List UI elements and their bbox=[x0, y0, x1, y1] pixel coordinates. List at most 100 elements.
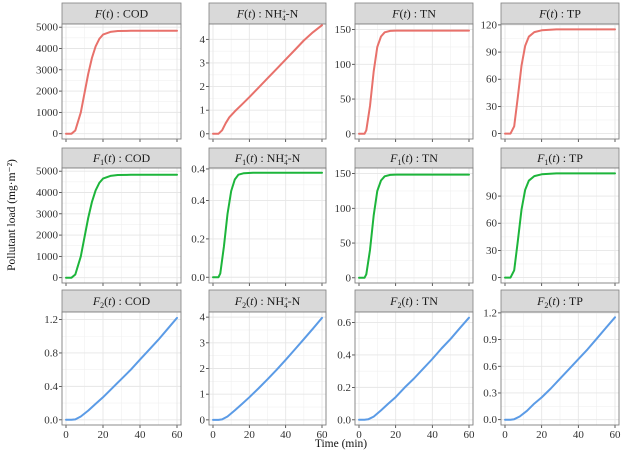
panel-border bbox=[354, 167, 474, 284]
panel-f1-tp: F1(t) : TP 0 30 60 90 bbox=[486, 147, 620, 286]
strip-label: F1(t) : TN bbox=[389, 151, 438, 167]
y-tick-label: 0.2 bbox=[337, 382, 351, 394]
y-tick-label: 0.6 bbox=[483, 361, 497, 373]
panel-f2-cod: F2(t) : COD 0.0 0.4 0.8 1.2 0 20 40 60 bbox=[44, 289, 183, 441]
y-tick-label: 5000 bbox=[36, 22, 59, 34]
x-tick-label: 60 bbox=[317, 429, 329, 441]
strip-label: F(t) : NH+ 4-N bbox=[236, 7, 299, 23]
series-line-f2 bbox=[358, 316, 470, 421]
strip-label: F(t) : TP bbox=[538, 7, 581, 21]
x-axis-title: Time (min) bbox=[315, 438, 367, 450]
y-tick-label: 2000 bbox=[36, 86, 59, 98]
series-line-f2 bbox=[65, 316, 178, 421]
y-tick-label: 1.2 bbox=[44, 314, 58, 326]
series-line-f2 bbox=[504, 316, 616, 421]
y-tick-label: 100 bbox=[335, 59, 352, 71]
y-tick-label: 2 bbox=[200, 363, 206, 375]
series-line-f1 bbox=[504, 172, 616, 279]
y-tick-label: 3000 bbox=[36, 208, 59, 220]
x-tick-label: 40 bbox=[280, 429, 292, 441]
y-tick-label: 0.4 bbox=[191, 195, 205, 207]
x-tick-label: 20 bbox=[244, 429, 256, 441]
y-tick-label: 60 bbox=[486, 218, 498, 230]
series-line-f1 bbox=[65, 173, 178, 279]
y-tick-label: 1.2 bbox=[483, 307, 497, 319]
panel-f-cod: F(t) : COD 0 1000 2000 3000 4000 5000 bbox=[36, 2, 182, 142]
y-tick-label: 1 bbox=[200, 105, 206, 117]
y-tick-label: 1 bbox=[200, 389, 206, 401]
y-tick-label: 0.0 bbox=[483, 414, 497, 426]
y-tick-label: 0.4 bbox=[44, 381, 58, 393]
y-tick-label: 0 bbox=[492, 272, 498, 284]
y-tick-label: 30 bbox=[486, 245, 498, 257]
series-line-f2 bbox=[212, 316, 323, 421]
panel-f2-tp: F2(t) : TP 0.0 0.3 0.6 0.9 1.2 0 20 40 60 bbox=[483, 289, 622, 441]
strip-label: F1(t) : NH+ 4-N bbox=[234, 151, 301, 167]
strip-label: F(t) : TN bbox=[391, 7, 436, 21]
y-axis-title: Pollutant load (mg·m⁻²) bbox=[6, 159, 18, 271]
x-tick-label: 60 bbox=[464, 429, 476, 441]
y-tick-label: 5000 bbox=[36, 166, 59, 178]
x-tick-label: 40 bbox=[135, 429, 147, 441]
y-tick-label: 0 bbox=[346, 272, 352, 284]
y-tick-label: 0 bbox=[53, 128, 59, 140]
panel-f-tp: F(t) : TP 0 30 60 90 120 bbox=[481, 2, 620, 142]
x-tick-label: 60 bbox=[610, 429, 622, 441]
y-tick-label: 0 bbox=[492, 128, 498, 140]
x-tick-label: 0 bbox=[63, 429, 69, 441]
y-tick-label: 50 bbox=[340, 94, 352, 106]
y-tick-label: 4 bbox=[200, 312, 206, 324]
y-tick-label: 2000 bbox=[36, 230, 59, 242]
series-line-f1 bbox=[358, 173, 470, 279]
y-tick-label: 120 bbox=[481, 19, 498, 31]
strip-label: F2(t) : TP bbox=[536, 294, 583, 310]
panel-border bbox=[500, 311, 620, 426]
y-tick-label: 100 bbox=[335, 203, 352, 215]
y-tick-label: 90 bbox=[486, 47, 498, 59]
x-tick-label: 40 bbox=[427, 429, 439, 441]
panel-f-tn: F(t) : TN 0 50 100 150 bbox=[335, 2, 474, 142]
panel-border bbox=[208, 311, 327, 426]
series-line-f bbox=[504, 28, 616, 135]
strip-label: F2(t) : COD bbox=[92, 294, 151, 310]
panel-border bbox=[500, 23, 620, 140]
y-tick-label: 0 bbox=[346, 128, 352, 140]
y-tick-label: 3000 bbox=[36, 64, 59, 76]
strip-label: F(t) : COD bbox=[94, 7, 149, 21]
panel-border bbox=[500, 167, 620, 284]
panel-border bbox=[208, 167, 327, 284]
y-tick-label: 4 bbox=[200, 34, 206, 46]
x-tick-label: 20 bbox=[390, 429, 402, 441]
y-tick-label: 0.3 bbox=[483, 387, 497, 399]
x-tick-label: 0 bbox=[502, 429, 508, 441]
strip-label: F2(t) : NH+ 4-N bbox=[234, 294, 301, 310]
y-tick-label: 150 bbox=[335, 24, 352, 36]
panel-border bbox=[354, 23, 474, 140]
x-tick-label: 20 bbox=[98, 429, 110, 441]
panel-f1-nh4n: F1(t) : NH+ 4-N 0.0 0.2 0.4 0.4 bbox=[191, 147, 327, 286]
y-tick-label: 0.9 bbox=[483, 334, 497, 346]
y-tick-label: 150 bbox=[335, 168, 352, 180]
y-tick-label: 50 bbox=[340, 238, 352, 250]
y-tick-label: 0.4 bbox=[191, 163, 205, 175]
series-line-f bbox=[358, 29, 470, 135]
y-tick-label: 0.0 bbox=[191, 272, 205, 284]
y-tick-label: 0.2 bbox=[191, 233, 205, 245]
series-line-f bbox=[65, 29, 178, 135]
panel-f1-cod: F1(t) : COD 0 1000 2000 3000 4000 5000 bbox=[36, 147, 182, 286]
y-tick-label: 0.6 bbox=[337, 317, 351, 329]
panel-f2-tn: F2(t) : TN 0.0 0.2 0.4 0.6 0 20 40 60 bbox=[337, 289, 476, 441]
series-line-f bbox=[212, 24, 323, 135]
y-tick-label: 4000 bbox=[36, 187, 59, 199]
panel-f1-tn: F1(t) : TN 0 50 100 150 bbox=[335, 147, 474, 286]
x-tick-label: 20 bbox=[536, 429, 548, 441]
y-tick-label: 3 bbox=[200, 57, 206, 69]
y-tick-label: 2 bbox=[200, 81, 206, 93]
panel-border bbox=[61, 23, 182, 140]
x-tick-label: 40 bbox=[573, 429, 585, 441]
y-tick-label: 1000 bbox=[36, 107, 59, 119]
panel-border bbox=[61, 311, 182, 426]
strip-label: F2(t) : TN bbox=[389, 294, 438, 310]
